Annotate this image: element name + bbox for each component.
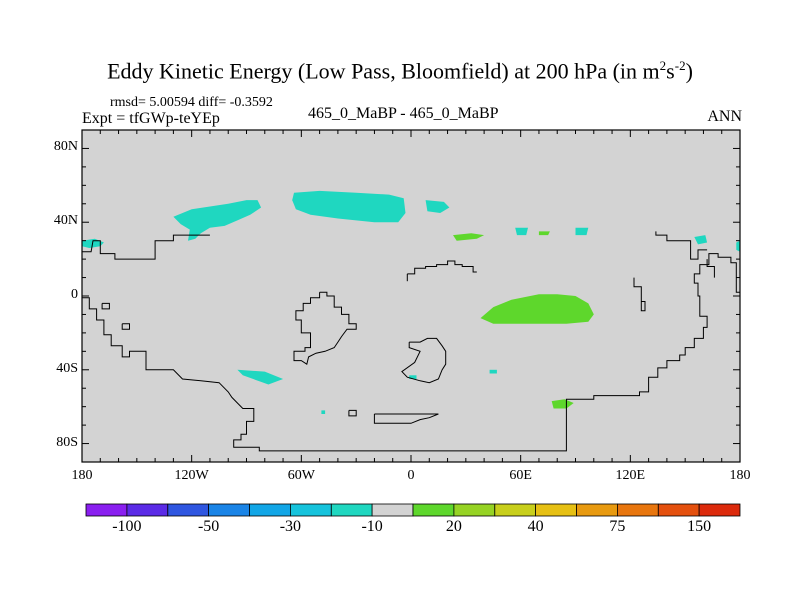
contour-region-n-atlantic-negative xyxy=(292,190,406,223)
contour-region-asia-patch xyxy=(515,227,528,236)
colorbar-box xyxy=(85,503,128,517)
colorbar-label: -100 xyxy=(112,518,142,535)
colorbar-label: -30 xyxy=(279,518,302,535)
colorbar-box xyxy=(412,503,455,517)
plot-title-end: ) xyxy=(685,58,693,84)
contour-region-w-pacific-edge xyxy=(694,235,708,245)
x-tick-label: 120W xyxy=(174,468,209,483)
colorbar-box xyxy=(453,503,496,517)
colorbar-box xyxy=(289,503,332,517)
contour-region-s-ocean-positive xyxy=(551,399,574,409)
colorbar-label: 150 xyxy=(687,518,712,535)
colorbar-box xyxy=(698,503,741,517)
map-background xyxy=(82,130,740,462)
coastline-5 xyxy=(348,409,357,417)
colorbar-box xyxy=(208,503,250,517)
contour-region-asia-patch-2 xyxy=(575,227,589,236)
colorbar-box xyxy=(576,503,618,517)
colorbar-label: 20 xyxy=(445,518,462,535)
colorbar-label: -50 xyxy=(197,518,220,535)
colorbar-box xyxy=(657,503,700,517)
coastline-8 xyxy=(407,260,477,275)
x-tick-label: 0 xyxy=(407,468,415,483)
contour-region-s-atlantic-patch xyxy=(237,369,284,385)
x-tick-label: 60W xyxy=(287,468,315,483)
colorbar-label: 75 xyxy=(609,518,626,535)
colorbar-label: 40 xyxy=(527,518,544,535)
colorbar-box xyxy=(371,503,414,517)
coastline-6 xyxy=(373,413,439,424)
coastline-4 xyxy=(293,291,357,366)
colorbar-box xyxy=(535,503,577,517)
x-tick-label: 120E xyxy=(615,468,646,483)
season-label: ANN xyxy=(707,108,742,125)
x-tick-label: 60E xyxy=(509,468,532,483)
cases-label: 465_0_MaBP - 465_0_MaBP xyxy=(308,105,499,122)
contour-region-indian-positive xyxy=(480,294,594,324)
colorbar-box xyxy=(617,503,659,517)
expt-label: Expt = tfGWp-teYEp xyxy=(82,110,220,127)
contour-region-tiny-patch-b xyxy=(321,410,326,414)
y-tick-label: 80S xyxy=(56,434,78,450)
y-tick-label: 40S xyxy=(56,360,78,376)
x-tick-label: 180 xyxy=(71,468,93,483)
stats-label: rmsd= 5.00594 diff= -0.3592 xyxy=(110,95,273,110)
contour-region-mideast-positive xyxy=(453,233,485,241)
y-tick-label: 80N xyxy=(53,139,78,155)
coastline-0 xyxy=(82,234,210,260)
colorbar-box xyxy=(249,503,291,517)
contour-region-europe-patch xyxy=(425,200,450,213)
plot-title-sup1: 2 xyxy=(659,58,667,73)
plot-title-sup2: -2 xyxy=(674,58,686,73)
colorbar-box xyxy=(330,503,373,517)
coastline-11 xyxy=(633,277,646,312)
y-tick-label: 0 xyxy=(71,287,78,302)
contour-region-tiny-patch-c xyxy=(489,369,497,374)
coastline-12 xyxy=(706,259,715,278)
coastline-3 xyxy=(121,323,130,330)
contour-region-n-pacific-negative xyxy=(173,200,262,241)
colorbar-box xyxy=(494,503,537,517)
coastline-10 xyxy=(655,231,708,260)
contour-region-china-positive xyxy=(538,231,550,236)
colorbar-box xyxy=(167,503,210,517)
colorbar-box xyxy=(126,503,169,517)
x-tick-label: 180 xyxy=(729,468,751,483)
colorbar-label: -10 xyxy=(361,518,383,535)
y-tick-label: 40N xyxy=(53,213,78,229)
coastline-2 xyxy=(101,302,110,310)
coastline-7 xyxy=(401,337,447,384)
plot-title-s: s xyxy=(666,58,675,84)
contour-region-dateline-edge xyxy=(736,240,740,252)
plot-title-main: Eddy Kinetic Energy (Low Pass, Bloomfiel… xyxy=(107,58,660,84)
plot-title: Eddy Kinetic Energy (Low Pass, Bloomfiel… xyxy=(0,58,800,84)
coastline-1 xyxy=(82,253,740,452)
